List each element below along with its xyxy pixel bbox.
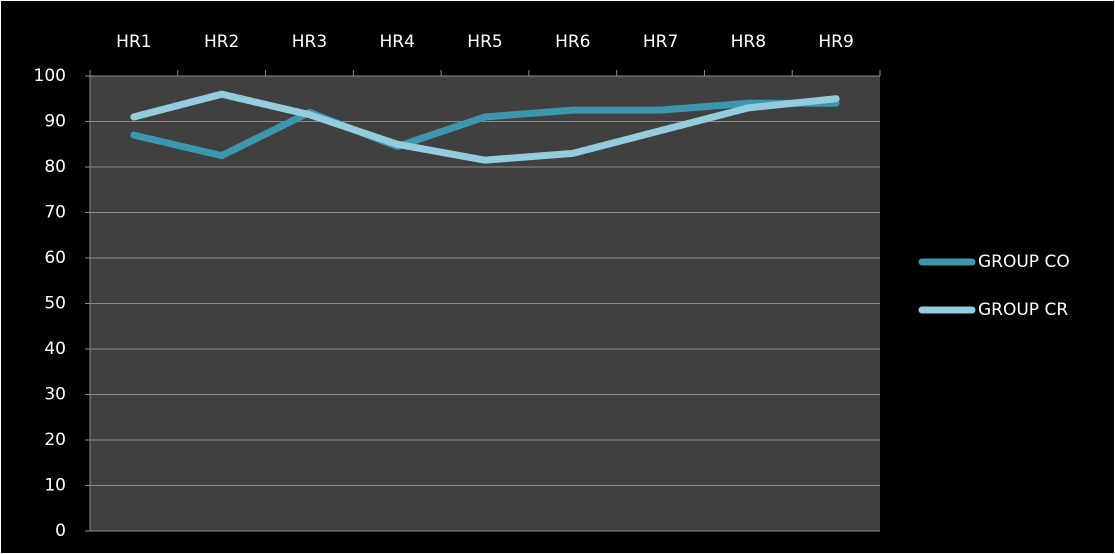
y-tick-label: 20 xyxy=(44,430,66,450)
x-tick-label: HR1 xyxy=(116,32,151,52)
legend-label: GROUP CO xyxy=(978,252,1070,272)
y-tick-label: 80 xyxy=(44,157,66,177)
x-tick-label: HR6 xyxy=(555,32,590,52)
y-tick-label: 60 xyxy=(44,248,66,268)
y-tick-label: 0 xyxy=(55,521,66,541)
legend-label: GROUP CR xyxy=(978,300,1068,320)
y-tick-label: 90 xyxy=(44,112,66,132)
y-tick-label: 100 xyxy=(34,66,66,86)
series-line xyxy=(130,99,840,160)
x-tick-label: HR5 xyxy=(467,32,502,52)
x-tick-label: HR3 xyxy=(292,32,327,52)
y-tick-label: 30 xyxy=(44,385,66,405)
y-tick-label: 70 xyxy=(44,203,66,223)
x-tick-label: HR4 xyxy=(380,32,415,52)
series-line xyxy=(130,90,840,164)
y-tick-label: 10 xyxy=(44,476,66,496)
x-tick-label: HR2 xyxy=(204,32,239,52)
x-tick-label: HR7 xyxy=(643,32,678,52)
y-tick-label: 40 xyxy=(44,339,66,359)
x-tick-label: HR9 xyxy=(818,32,853,52)
x-tick-label: HR8 xyxy=(731,32,766,52)
y-tick-label: 50 xyxy=(44,294,66,314)
